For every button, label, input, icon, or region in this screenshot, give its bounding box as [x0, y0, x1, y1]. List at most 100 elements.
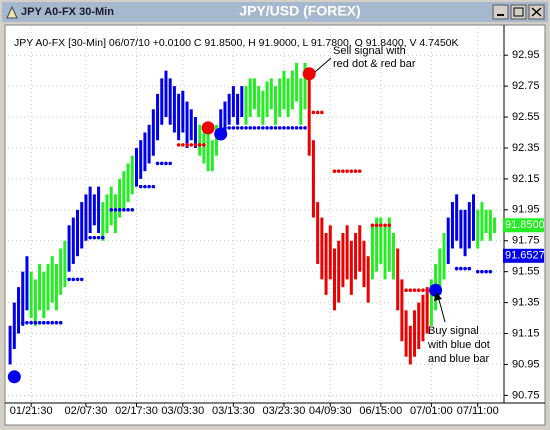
stop-dot — [244, 126, 248, 130]
price-bar — [105, 194, 109, 234]
price-box — [503, 218, 544, 233]
stop-dot — [459, 266, 463, 271]
price-bar — [425, 287, 429, 334]
x-tick-label: 07/11:00 — [457, 405, 499, 417]
stop-dot — [235, 126, 240, 130]
price-bar — [97, 186, 101, 234]
annotation-arrow — [314, 57, 332, 73]
price-bar — [67, 225, 71, 272]
signal-dot — [7, 370, 21, 384]
stop-dot — [25, 320, 29, 325]
price-bar — [303, 62, 307, 110]
stop-dot — [425, 288, 429, 293]
sell-annotation: Sell signal with red dot & red bar — [314, 45, 416, 73]
price-bar — [29, 271, 33, 319]
price-bar — [122, 171, 126, 210]
stop-dot — [109, 208, 114, 212]
price-bar — [130, 155, 134, 195]
stop-dot — [138, 184, 143, 189]
price-bar — [261, 90, 265, 125]
price-bar — [160, 78, 164, 125]
x-tick-label: 07/01:00 — [410, 405, 453, 417]
y-tick-label: 92.55 — [512, 111, 540, 123]
window-caption: JPY A0-FX 30-Min — [21, 6, 114, 18]
price-bar — [391, 233, 395, 280]
price-bar — [164, 70, 168, 118]
stop-dot — [265, 126, 269, 130]
stop-dot — [113, 208, 118, 212]
price-bar — [349, 240, 353, 295]
x-tick-label: 03/23:30 — [263, 405, 306, 417]
stop-dot — [126, 208, 130, 212]
stop-dot — [227, 126, 231, 130]
price-bar — [459, 209, 463, 249]
minimize-button[interactable] — [492, 4, 509, 20]
price-bar — [206, 132, 210, 172]
price-bar — [92, 194, 96, 226]
stop-dot — [475, 269, 480, 274]
stop-dot — [67, 277, 71, 282]
stop-dot — [269, 126, 274, 130]
stop-dot — [387, 223, 392, 228]
price-bar — [484, 209, 488, 234]
annotation-line: Sell signal with — [333, 45, 406, 57]
stop-dot — [197, 143, 202, 147]
price-bar — [400, 279, 404, 342]
price-bar — [290, 70, 294, 110]
price-bar — [446, 217, 450, 264]
grid — [8, 28, 503, 403]
buy-annotation: Buy signal with blue dot and blue bar — [427, 292, 490, 365]
price-bar — [227, 93, 231, 125]
stop-dot — [202, 143, 206, 147]
stop-dot — [412, 288, 417, 293]
close-glyph — [531, 7, 542, 17]
stop-dot — [189, 143, 194, 147]
stop-dot — [100, 235, 105, 240]
price-bar — [286, 78, 290, 118]
stop-dot — [122, 208, 126, 212]
annotation-arrowhead — [434, 292, 442, 301]
price-bar — [493, 217, 497, 234]
stop-dot — [336, 169, 341, 173]
stop-dot — [33, 320, 38, 325]
stop-dot — [353, 169, 358, 173]
price-bar — [156, 93, 160, 141]
price-bar — [488, 209, 492, 241]
stop-dot — [252, 126, 257, 130]
stop-dot — [341, 169, 345, 173]
x-tick-label: 03/13:30 — [212, 405, 255, 417]
x-tick-label: 04/09:30 — [309, 405, 352, 417]
price-bar — [25, 256, 29, 311]
stop-dot — [181, 143, 185, 147]
price-bar — [177, 93, 181, 141]
y-tick-label: 91.75 — [512, 235, 540, 247]
price-bar — [210, 140, 214, 172]
price-bar — [172, 86, 176, 133]
annotation-line: with blue dot — [427, 339, 490, 351]
y-tick-label: 91.95 — [512, 204, 540, 216]
price-bar — [379, 217, 383, 264]
price-bar — [274, 86, 278, 125]
price-bar — [126, 163, 130, 203]
stop-dot — [480, 269, 484, 274]
price-bar — [450, 202, 454, 249]
price-bar — [269, 78, 273, 110]
maximize-button[interactable] — [510, 4, 527, 20]
stop-dot — [92, 235, 97, 240]
stop-dot — [231, 126, 236, 130]
title-bar — [2, 2, 548, 22]
price-bar — [12, 302, 16, 349]
plot — [7, 62, 497, 384]
annotation-line: Buy signal — [428, 325, 479, 337]
price-bar — [168, 78, 172, 125]
x-tick-label: 02/17:30 — [115, 405, 158, 417]
x-tick-label: 06/15:00 — [359, 405, 402, 417]
price-bar — [421, 294, 425, 342]
price-bar — [341, 233, 345, 288]
price-bar — [332, 248, 336, 311]
price-bar — [299, 78, 303, 125]
chart-header: JPY A0-FX [30-Min] 06/07/10 +0.0100 C 91… — [14, 37, 459, 49]
price-bar — [320, 217, 324, 280]
y-tick-label: 90.95 — [512, 358, 540, 370]
